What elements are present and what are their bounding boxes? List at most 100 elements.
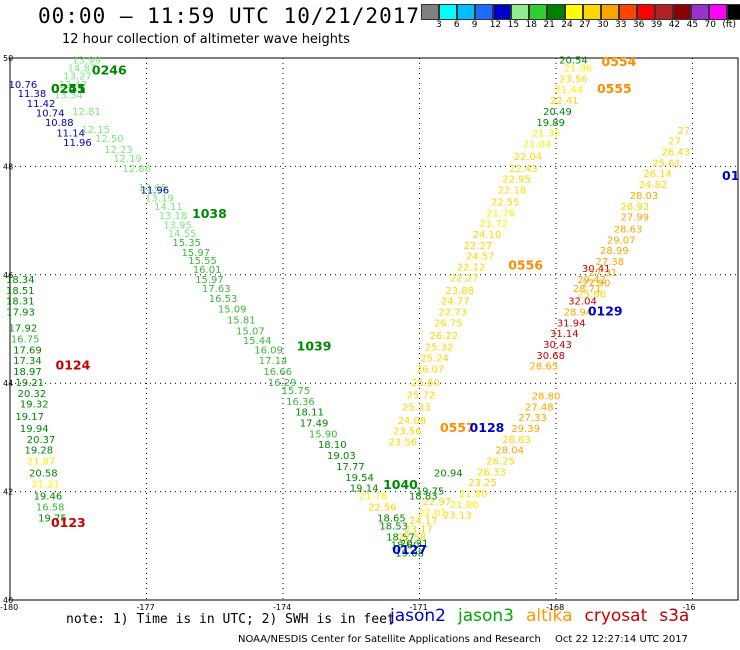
page-title: 00:00 — 11:59 UTC 10/21/2017	[38, 4, 421, 28]
wave-height-value: 18.10	[318, 440, 347, 451]
lat-tick-label: 44	[3, 379, 13, 388]
legend-swatch	[691, 4, 709, 20]
wave-height-value: 24.82	[639, 180, 668, 191]
wave-height-value: 27	[677, 126, 690, 137]
pass-time-label: 0128	[470, 420, 505, 435]
wave-height-value: 21.96	[564, 64, 593, 75]
wave-height-value: 27.48	[525, 402, 554, 413]
wave-height-value: 12.23	[104, 145, 133, 156]
wave-height-value: 26.25	[486, 457, 515, 468]
wave-height-value: 27.38	[596, 257, 625, 268]
legend-label: 12	[489, 20, 502, 30]
wave-height-value: 18.65	[377, 513, 406, 524]
legend-swatch	[439, 4, 457, 20]
legend-label: 24	[561, 20, 573, 30]
wave-height-value: 11.42	[27, 99, 56, 110]
wave-height-value: 28.65	[530, 362, 559, 373]
lon-tick-label: -168	[546, 603, 564, 612]
wave-height-value: 16.01	[193, 265, 222, 276]
wave-height-value: 17.63	[202, 284, 231, 295]
wave-height-value: 15.44	[243, 336, 272, 347]
axis-ticks: -180 -177 -174 -171 -168 -16 50 48 46 44 42 40	[0, 54, 696, 612]
wave-height-value: 14.87	[68, 64, 97, 75]
wave-height-value: 23.56	[393, 427, 422, 438]
wave-height-value: 12.15	[81, 125, 110, 136]
wave-height-value: 19.89	[536, 118, 565, 129]
legend-label: 42	[668, 20, 681, 30]
wave-height-value: 28.03	[630, 191, 659, 202]
pass-time-label: 0251	[51, 81, 86, 96]
wave-height-value: 22.43	[509, 164, 538, 175]
wave-height-value: 21.78	[359, 492, 388, 503]
wave-height-value: 13.18	[159, 211, 188, 222]
wave-height-value: 15.35	[172, 238, 201, 249]
wave-height-value: 19.21	[15, 378, 44, 389]
wave-height-value: 14.55	[168, 229, 197, 240]
legend-swatch	[493, 4, 511, 20]
wave-height-value: 32.04	[568, 297, 597, 308]
wave-height-value: 10.88	[45, 118, 74, 129]
wave-height-value: 19.46	[34, 492, 63, 503]
lon-tick-label: -177	[137, 603, 155, 612]
wave-height-value: 26.93	[621, 202, 650, 213]
wave-height-value: 14.11	[154, 202, 183, 213]
wave-height-value: 22.56	[368, 503, 397, 514]
wave-height-value: 19.14	[350, 484, 379, 495]
legend-swatch	[709, 4, 727, 20]
lat-tick-label: 46	[3, 271, 13, 280]
page-subtitle: 12 hour collection of altimeter wave hei…	[62, 32, 350, 47]
pass-time-label: 0245	[51, 81, 86, 96]
wave-height-value: 18.51	[6, 286, 35, 297]
wave-height-value: 13.34	[54, 91, 83, 102]
wave-height-value: 16.53	[209, 294, 238, 305]
pass-time-label: 01	[722, 168, 739, 183]
wave-height-value: 23.25	[468, 478, 497, 489]
wave-height-value: 22.55	[491, 197, 520, 208]
wave-height-value: 18.57	[386, 532, 415, 543]
footer-credit: NOAA/NESDIS Center for Satellite Applica…	[238, 634, 541, 645]
wave-height-value: 21.80	[450, 500, 479, 511]
wave-height-value: 13.99	[72, 55, 101, 66]
wave-height-value: 19.94	[20, 424, 49, 435]
legend-label: 3	[436, 20, 442, 30]
wave-height-value: 18.53	[379, 522, 408, 533]
wave-height-value: 18.97	[13, 367, 42, 378]
wave-height-value: 17.92	[9, 324, 38, 335]
legend-label: 15	[507, 20, 520, 30]
wave-height-value: 26.14	[643, 169, 672, 180]
wave-height-value: 17.93	[6, 307, 35, 318]
wave-height-value: 19.28	[24, 446, 53, 457]
wave-height-value: 31.14	[550, 329, 579, 340]
wave-height-value: 21.80	[459, 489, 488, 500]
color-legend	[421, 4, 740, 20]
legend-swatch	[583, 4, 601, 20]
wave-height-value: 15.81	[227, 316, 256, 327]
pass-time-label: 1039	[297, 339, 332, 354]
lat-tick-label: 50	[3, 54, 13, 63]
wave-height-value: 25.96	[577, 290, 606, 301]
wave-height-value: 17.49	[300, 419, 329, 430]
wave-height-value: 27	[668, 137, 681, 148]
wave-height-value: 18.34	[6, 275, 35, 286]
pass-time-label: 0554	[602, 54, 637, 69]
wave-height-value: 23.88	[445, 286, 474, 297]
wave-height-value: 12.81	[72, 107, 101, 118]
wave-height-value: 13.19	[145, 194, 174, 205]
wave-height-value: 26.63	[502, 435, 531, 446]
wave-height-value: 12.86	[122, 164, 151, 175]
pass-time-label: 0246	[92, 62, 127, 77]
pass-time-label: 1040	[383, 477, 418, 492]
wave-height-value: 15.75	[282, 386, 311, 397]
legend-swatch	[637, 4, 655, 20]
pass-time-label: 1038	[192, 206, 227, 221]
wave-height-value: 13.95	[163, 221, 192, 232]
legend-swatch	[457, 4, 475, 20]
wave-height-value: 25.32	[425, 343, 454, 354]
pass-time-label: 0556	[508, 257, 543, 272]
wave-height-value: 15.07	[236, 326, 265, 337]
wave-height-value: 10.74	[36, 109, 65, 120]
legend-label: 27	[579, 20, 591, 30]
legend-swatch	[529, 4, 547, 20]
wave-height-value: 28.80	[532, 391, 561, 402]
color-legend-labels: 3 6 9 12 15 18 21 24 27 30 33 36 39 42 45 70 (ft)	[421, 20, 740, 34]
